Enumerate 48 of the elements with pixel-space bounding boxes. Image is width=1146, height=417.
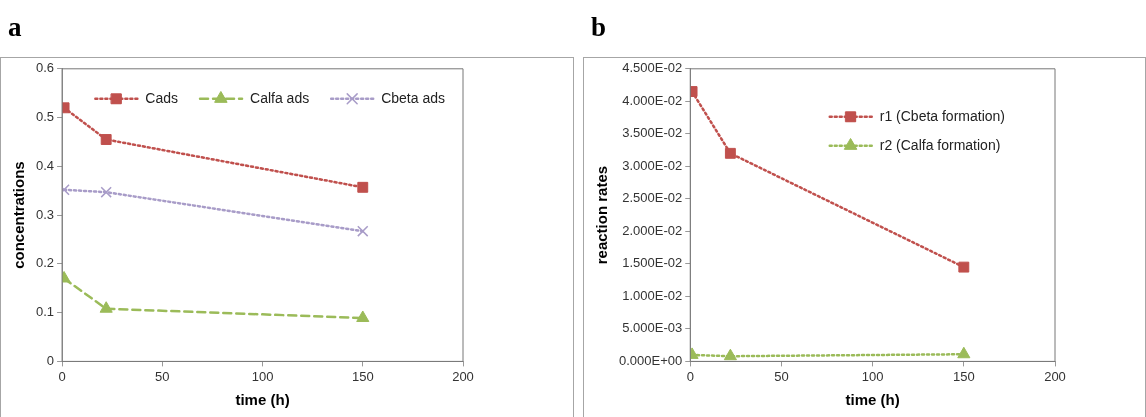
- x-tick-label: 150: [351, 368, 374, 384]
- y-tick-label: 0.1: [35, 304, 55, 320]
- x-axis-title: time (h): [845, 391, 900, 409]
- y-tick-label: 2.000E-02: [622, 222, 683, 238]
- point: [958, 261, 970, 273]
- x-tick-label: 50: [155, 368, 170, 384]
- point: [356, 310, 370, 322]
- x-tick-label: 200: [1044, 368, 1066, 384]
- legend-label: Cads: [145, 89, 179, 106]
- y-tick-label: 0.5: [35, 109, 55, 125]
- x-tick-label: 0: [58, 368, 66, 384]
- x-tick-label: 100: [251, 368, 274, 384]
- point: [357, 181, 369, 193]
- point: [357, 225, 369, 237]
- legend-label: Cbeta ads: [381, 89, 446, 106]
- legend-label: r2 (Calfa formation): [879, 136, 1001, 153]
- point: [723, 348, 737, 361]
- y-tick-label: 5.000E-03: [622, 320, 683, 336]
- y-tick-label: 0.6: [35, 60, 55, 76]
- chart-title: b: [591, 12, 607, 43]
- legend-label: r1 (Cbeta formation): [879, 107, 1006, 124]
- point: [100, 134, 112, 145]
- x-tick-label: 150: [952, 368, 975, 384]
- y-tick-label: 2.500E-02: [622, 190, 683, 206]
- y-tick-label: 0.2: [35, 255, 55, 271]
- x-tick-label: 100: [861, 368, 884, 384]
- legend-label: Calfa ads: [250, 89, 310, 106]
- y-tick-label: 1.000E-02: [622, 287, 683, 303]
- y-tick-label: 3.000E-02: [622, 157, 683, 173]
- y-axis-title: reaction rates: [593, 165, 611, 265]
- x-axis-title: time (h): [235, 391, 290, 409]
- point: [100, 186, 112, 198]
- chart-title: a: [8, 12, 22, 43]
- point: [957, 346, 971, 359]
- point: [99, 301, 113, 313]
- y-tick-label: 1.500E-02: [622, 255, 683, 271]
- point: [724, 147, 736, 159]
- y-tick-label: 0.000E+00: [618, 352, 683, 368]
- y-tick-label: 0.3: [35, 206, 55, 222]
- y-tick-label: 0.4: [35, 157, 55, 173]
- y-tick-label: 4.500E-02: [622, 60, 683, 76]
- y-tick-label: 4.000E-02: [622, 92, 683, 108]
- y-tick-label: 0: [46, 352, 55, 368]
- y-tick-label: 3.500E-02: [622, 125, 683, 141]
- x-tick-label: 50: [774, 368, 789, 384]
- y-axis-title: concentrations: [10, 161, 28, 269]
- x-tick-label: 0: [686, 368, 694, 384]
- x-tick-label: 200: [452, 368, 474, 384]
